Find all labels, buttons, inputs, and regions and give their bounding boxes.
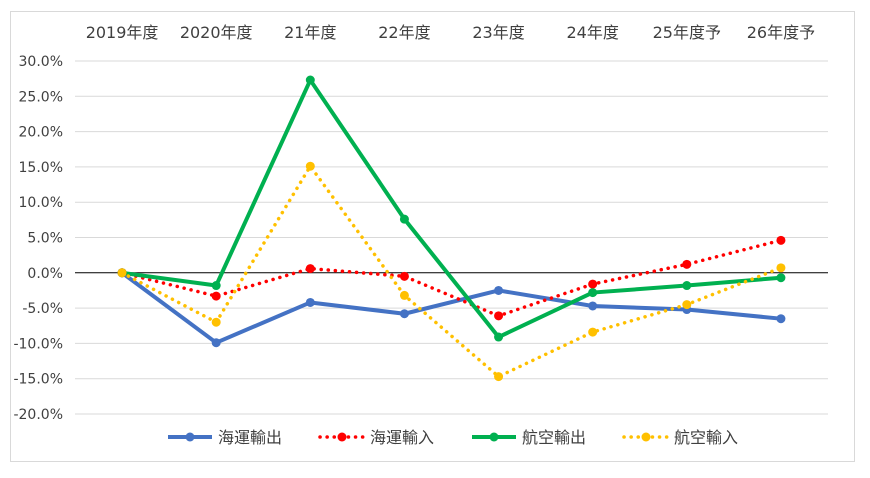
data-point: [211, 281, 221, 291]
legend-swatch-marker: [337, 432, 347, 442]
legend-label: 航空輸入: [674, 428, 738, 447]
x-category-label: 2019年度: [86, 23, 159, 42]
y-tick-label: 0.0%: [27, 266, 63, 282]
y-tick-label: 20.0%: [19, 125, 63, 141]
x-category-label: 24年度: [567, 23, 619, 42]
x-category-label: 2020年度: [180, 23, 253, 42]
x-category-label: 22年度: [378, 23, 430, 42]
y-tick-label: 25.0%: [19, 89, 63, 105]
data-point: [776, 263, 786, 273]
gridlines: [75, 60, 828, 415]
legend-label: 航空輸出: [522, 428, 586, 447]
x-category-label: 23年度: [472, 23, 524, 42]
data-point: [305, 264, 315, 274]
y-tick-label: -15.0%: [13, 372, 63, 388]
data-point: [305, 297, 315, 307]
legend-swatch-marker: [641, 432, 651, 442]
y-tick-label: 5.0%: [27, 231, 63, 247]
y-tick-label: 30.0%: [19, 54, 63, 70]
data-point: [305, 75, 315, 85]
data-point: [682, 259, 692, 269]
data-point: [211, 291, 221, 301]
data-point: [588, 288, 598, 298]
series-line: [121, 78, 782, 340]
x-category-label: 26年度予: [747, 23, 815, 42]
data-point: [776, 273, 786, 283]
legend: 海運輸出 海運輸入 航空輸出 航空輸入: [168, 428, 738, 447]
legend-swatch-marker: [489, 432, 499, 442]
data-point: [399, 271, 409, 281]
legend-label: 海運輸出: [218, 428, 282, 447]
x-category-label: 25年度予: [653, 23, 721, 42]
y-tick-label: -10.0%: [13, 336, 63, 352]
data-point: [305, 161, 315, 171]
data-point: [211, 317, 221, 327]
data-point: [399, 290, 409, 300]
y-tick-label: 15.0%: [19, 160, 63, 176]
data-point: [494, 285, 504, 295]
legend-item: 海運輸出: [168, 428, 282, 447]
legend-label: 海運輸入: [370, 428, 434, 447]
series-lines: [117, 75, 786, 382]
data-point: [588, 301, 598, 311]
legend-item: 航空輸入: [622, 428, 738, 447]
x-category-label: 21年度: [284, 23, 336, 42]
y-tick-label: -20.0%: [13, 407, 63, 423]
data-point: [399, 309, 409, 319]
data-point: [588, 327, 598, 337]
data-point: [494, 332, 504, 342]
chart-frame: [10, 11, 855, 462]
series-line: [120, 238, 783, 318]
data-point: [588, 279, 598, 289]
x-axis-categories: 2019年度 2020年度 21年度 22年度 23年度 24年度 25年度予 26年度予: [86, 23, 815, 42]
data-point: [494, 372, 504, 382]
legend-item: 航空輸出: [472, 428, 586, 447]
legend-item: 海運輸入: [318, 428, 434, 447]
data-point: [211, 338, 221, 348]
data-point: [682, 281, 692, 291]
y-tick-label: 10.0%: [19, 195, 63, 211]
legend-swatch-marker: [185, 432, 195, 442]
data-point: [117, 268, 127, 278]
data-point: [776, 314, 786, 324]
data-point: [399, 214, 409, 224]
series-4: [117, 161, 786, 382]
y-axis-ticks: -20.0% -15.0% -10.0% -5.0% 0.0% 5.0% 10.0% 15.0…: [13, 54, 63, 423]
series-line: [120, 164, 783, 379]
data-point: [776, 235, 786, 245]
data-point: [494, 311, 504, 321]
data-point: [682, 300, 692, 310]
y-tick-label: -5.0%: [22, 301, 63, 317]
